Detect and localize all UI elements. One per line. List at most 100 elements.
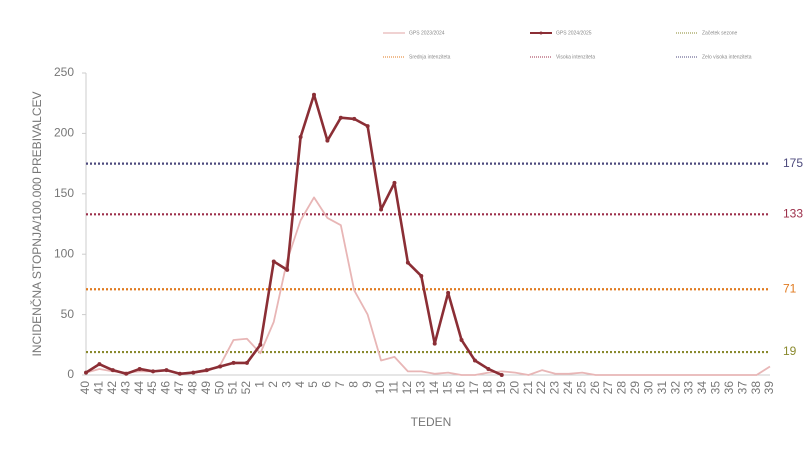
point [97,362,102,367]
point [472,358,477,363]
x-tick-label: 45 [145,381,159,395]
x-tick-label: 17 [467,381,481,395]
x-tick-label: 14 [427,381,441,395]
y-axis-label: INCIDENČNA STOPNJA/100.000 PREBIVALCEV [29,92,44,357]
point [379,207,384,212]
legend-label: GPS 2024/2025 [556,30,592,36]
x-tick-label: 13 [413,381,427,395]
x-tick-label: 48 [185,381,199,395]
point [352,116,357,121]
point [218,364,223,369]
x-tick-label: 36 [722,381,736,395]
x-tick-label: 9 [360,381,374,388]
point [486,366,491,371]
x-tick-label: 4 [293,381,307,388]
x-tick-label: 29 [628,381,642,395]
point [459,337,464,342]
point [432,341,437,346]
x-tick-label: 47 [172,381,186,395]
x-tick-label: 16 [454,381,468,395]
legend-label: Zelo visoka intenziteta [702,54,752,60]
point [84,370,88,375]
x-tick-label: 19 [494,381,508,395]
threshold-label: 71 [783,281,797,295]
x-tick-label: 39 [762,381,776,395]
y-tick-label: 200 [54,126,74,140]
point [137,366,142,371]
y-tick-label: 0 [67,367,74,381]
point [419,273,424,278]
series-line [85,196,771,376]
x-tick-label: 6 [320,381,334,388]
legend-label: GPS 2023/2024 [409,30,445,36]
x-tick-label: 38 [749,381,763,395]
legend-label: Srednja intenziteta [409,54,451,60]
x-tick-label: 37 [735,381,749,395]
x-tick-label: 21 [521,381,535,395]
x-tick-label: 10 [373,381,387,395]
point [325,138,330,143]
y-tick-label: 150 [54,186,74,200]
x-tick-label: 51 [226,381,240,395]
point [164,368,169,373]
x-tick-label: 34 [695,381,709,395]
x-tick-label: 43 [118,381,132,395]
x-tick-label: 12 [400,381,414,395]
x-tick-label: 30 [641,381,655,395]
point [124,371,129,376]
point [312,92,316,97]
x-tick-label: 26 [588,381,602,395]
x-tick-label: 41 [92,381,106,395]
threshold-label: 175 [783,156,803,170]
point [110,368,115,373]
point [298,135,303,140]
point [392,180,397,185]
point [271,259,276,264]
point [338,115,343,120]
legend-label: Visoka intenziteta [556,54,595,60]
x-tick-label: 23 [548,381,562,395]
threshold-label: 19 [783,344,797,358]
point [231,360,236,365]
point [177,371,182,376]
y-tick-label: 250 [54,65,74,79]
x-tick-label: 20 [507,381,521,395]
x-tick-label: 25 [574,381,588,395]
point [244,360,249,365]
x-tick-label: 24 [561,381,575,395]
x-tick-label: 15 [440,381,454,395]
point [151,369,156,374]
x-tick-label: 50 [212,381,226,395]
x-tick-label: 35 [709,381,723,395]
point [204,368,209,373]
point [446,290,451,295]
x-tick-label: 46 [159,381,173,395]
x-tick-label: 27 [601,381,615,395]
x-tick-label: 33 [682,381,696,395]
y-tick-label: 50 [61,307,75,321]
x-tick-label: 32 [668,381,682,395]
x-tick-label: 42 [105,381,119,395]
point [258,342,263,347]
x-tick-label: 1 [253,381,267,388]
x-tick-label: 7 [333,381,347,388]
x-tick-label: 28 [615,381,629,395]
x-tick-label: 44 [132,381,146,395]
x-tick-label: 40 [78,381,92,395]
x-axis-label: TEDEN [411,415,452,429]
y-tick-label: 100 [54,246,74,260]
x-tick-label: 8 [346,381,360,388]
legend-marker [539,31,543,35]
x-tick-label: 22 [534,381,548,395]
x-tick-label: 3 [279,381,293,388]
x-tick-label: 11 [387,381,401,394]
point [405,260,410,265]
x-tick-label: 49 [199,381,213,395]
x-tick-label: 5 [306,381,320,388]
series-line [85,93,503,377]
x-tick-label: 31 [655,381,669,395]
point [285,267,290,272]
legend-label: Začetek sezone [702,30,738,36]
x-tick-label: 52 [239,381,253,395]
